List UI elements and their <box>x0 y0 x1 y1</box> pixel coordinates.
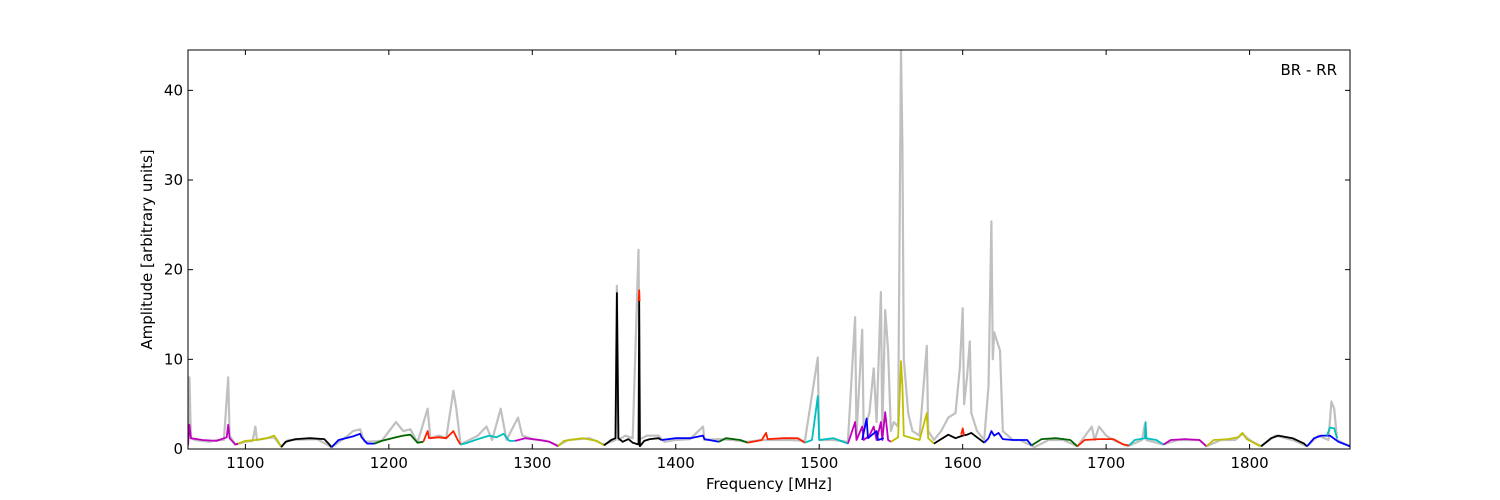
x-axis-label: Frequency [MHz] <box>706 475 832 493</box>
series-line-11 <box>637 289 641 302</box>
series-line-13 <box>718 437 748 444</box>
y-tick-label: 10 <box>164 350 183 368</box>
series-line-5 <box>374 433 424 445</box>
series-line-16 <box>847 411 892 444</box>
series-line-26 <box>1205 431 1262 448</box>
series-line-10 <box>603 292 662 448</box>
series-line-4 <box>330 432 375 448</box>
series-line-27 <box>1260 434 1308 447</box>
series-line-21 <box>983 430 1033 446</box>
x-tick-label: 1500 <box>800 454 838 472</box>
x-tick-label: 1700 <box>1087 454 1125 472</box>
plot-frame <box>187 49 1351 450</box>
series-line-2 <box>237 434 282 448</box>
series-line-23 <box>1076 438 1130 447</box>
series-layer <box>188 289 1350 448</box>
series-line-15 <box>804 395 849 445</box>
background-trace-layer <box>188 50 1350 449</box>
series-line-9 <box>557 437 605 447</box>
series-line-3 <box>280 437 333 448</box>
x-tick-label: 1600 <box>944 454 982 472</box>
y-tick-label: 30 <box>164 171 183 189</box>
series-line-28 <box>1306 434 1350 448</box>
series-line-12 <box>661 434 719 443</box>
series-line-24 <box>1128 421 1164 447</box>
series-line-18 <box>890 360 935 445</box>
series-line-17 <box>861 417 885 441</box>
x-tick-label: 1800 <box>1230 454 1268 472</box>
series-line-19 <box>933 431 985 445</box>
series-line-1 <box>188 423 239 446</box>
ticks-layer: 1100 1200 1300 1400 1500 1600 1700 1800 0 10 20 30 4… <box>164 50 1350 472</box>
series-line-7 <box>460 432 516 446</box>
series-line-29 <box>1326 426 1338 439</box>
y-tick-label: 20 <box>164 261 183 279</box>
x-tick-label: 1400 <box>657 454 695 472</box>
y-axis-label: Amplitude [arbitrary units] <box>138 149 156 349</box>
series-line-6 <box>422 430 462 445</box>
series-line-22 <box>1031 437 1078 447</box>
y-tick-label: 0 <box>173 440 183 458</box>
y-tick-label: 40 <box>164 81 183 99</box>
x-tick-label: 1200 <box>370 454 408 472</box>
x-tick-label: 1100 <box>226 454 264 472</box>
series-line-14 <box>747 431 806 444</box>
x-tick-label: 1300 <box>513 454 551 472</box>
plot-annotation: BR - RR <box>1280 61 1337 79</box>
series-line-20 <box>960 427 965 436</box>
background-trace-line <box>188 50 1350 449</box>
series-line-25 <box>1163 438 1208 447</box>
series-line-8 <box>514 437 559 448</box>
